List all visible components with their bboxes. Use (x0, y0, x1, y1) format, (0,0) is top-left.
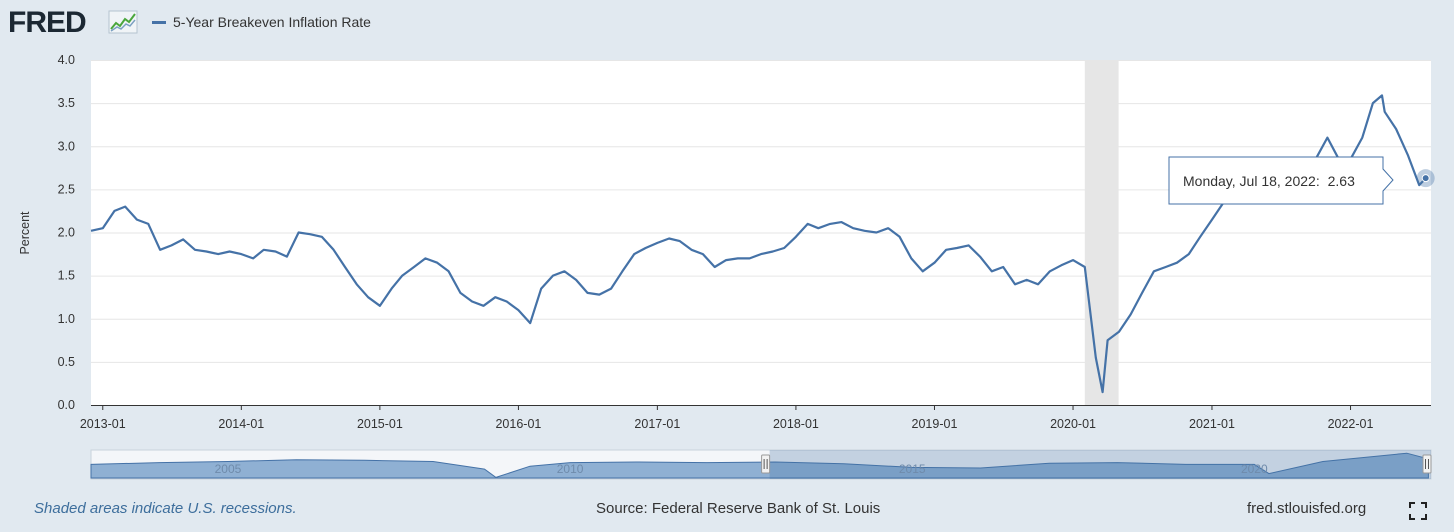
y-tick-label: 1.0 (58, 312, 75, 326)
tooltip-date: Monday, Jul 18, 2022: (1183, 173, 1320, 189)
fred-logo[interactable]: FRED (8, 6, 87, 39)
chart[interactable]: 0.0 0.5 1.0 1.5 2.0 2.5 3.0 3.5 4.0 2013-01 2014-… (0, 48, 1454, 484)
legend[interactable]: 5-Year Breakeven Inflation Rate (152, 14, 371, 30)
fullscreen-icon[interactable] (1409, 502, 1427, 520)
tooltip-box (1168, 156, 1394, 205)
legend-swatch (152, 20, 166, 24)
x-tick-label: 2019-01 (912, 417, 958, 431)
source-text: Source: Federal Reserve Bank of St. Loui… (596, 500, 881, 517)
x-tick-label: 2016-01 (495, 417, 541, 431)
tooltip-value: 2.63 (1328, 173, 1355, 189)
y-tick-label: 3.5 (58, 96, 75, 110)
x-tick-label: 2020-01 (1050, 417, 1096, 431)
navigator-handle-left[interactable] (761, 454, 771, 474)
tooltip: Monday, Jul 18, 2022: 2.63 (1168, 156, 1394, 205)
navigator-handle-right[interactable] (1422, 454, 1432, 474)
x-tick-label: 2018-01 (773, 417, 819, 431)
y-tick-label: 1.5 (58, 269, 75, 283)
y-tick-label: 0.0 (58, 398, 75, 412)
chart-header: FRED 5-Year Breakeven Inflation Rate (0, 0, 1454, 48)
y-tick-label: 3.0 (58, 139, 75, 153)
navigator-selection[interactable] (769, 450, 1431, 479)
navigator-label: 2005 (215, 462, 242, 476)
svg-text:Monday, Jul 18, 2022: 2.: Monday, Jul 18, 2022: 2.63 (1183, 173, 1355, 189)
fred-chart-icon (108, 10, 138, 34)
y-tick-label: 4.0 (58, 53, 75, 67)
navigator-label: 2015 (899, 462, 926, 476)
hover-marker (1421, 174, 1430, 183)
y-tick-label: 2.0 (58, 226, 75, 240)
navigator-label: 2010 (557, 462, 584, 476)
x-tick-label: 2022-01 (1328, 417, 1374, 431)
recession-note: Shaded areas indicate U.S. recessions. (34, 500, 297, 517)
series-line[interactable] (90, 94, 1427, 394)
x-tick-label: 2017-01 (634, 417, 680, 431)
x-tick-label: 2015-01 (357, 417, 403, 431)
y-axis-label: Percent (18, 211, 32, 255)
navigator-area (90, 452, 1429, 479)
x-tick-label: 2014-01 (218, 417, 264, 431)
y-tick-label: 0.5 (58, 355, 75, 369)
x-tick-label: 2021-01 (1189, 417, 1235, 431)
fred-url-link[interactable]: fred.stlouisfed.org (1247, 500, 1367, 517)
navigator-label: 2020 (1241, 462, 1268, 476)
x-tick-label: 2013-01 (80, 417, 126, 431)
legend-label: 5-Year Breakeven Inflation Rate (173, 14, 371, 30)
y-tick-label: 2.5 (58, 182, 75, 196)
